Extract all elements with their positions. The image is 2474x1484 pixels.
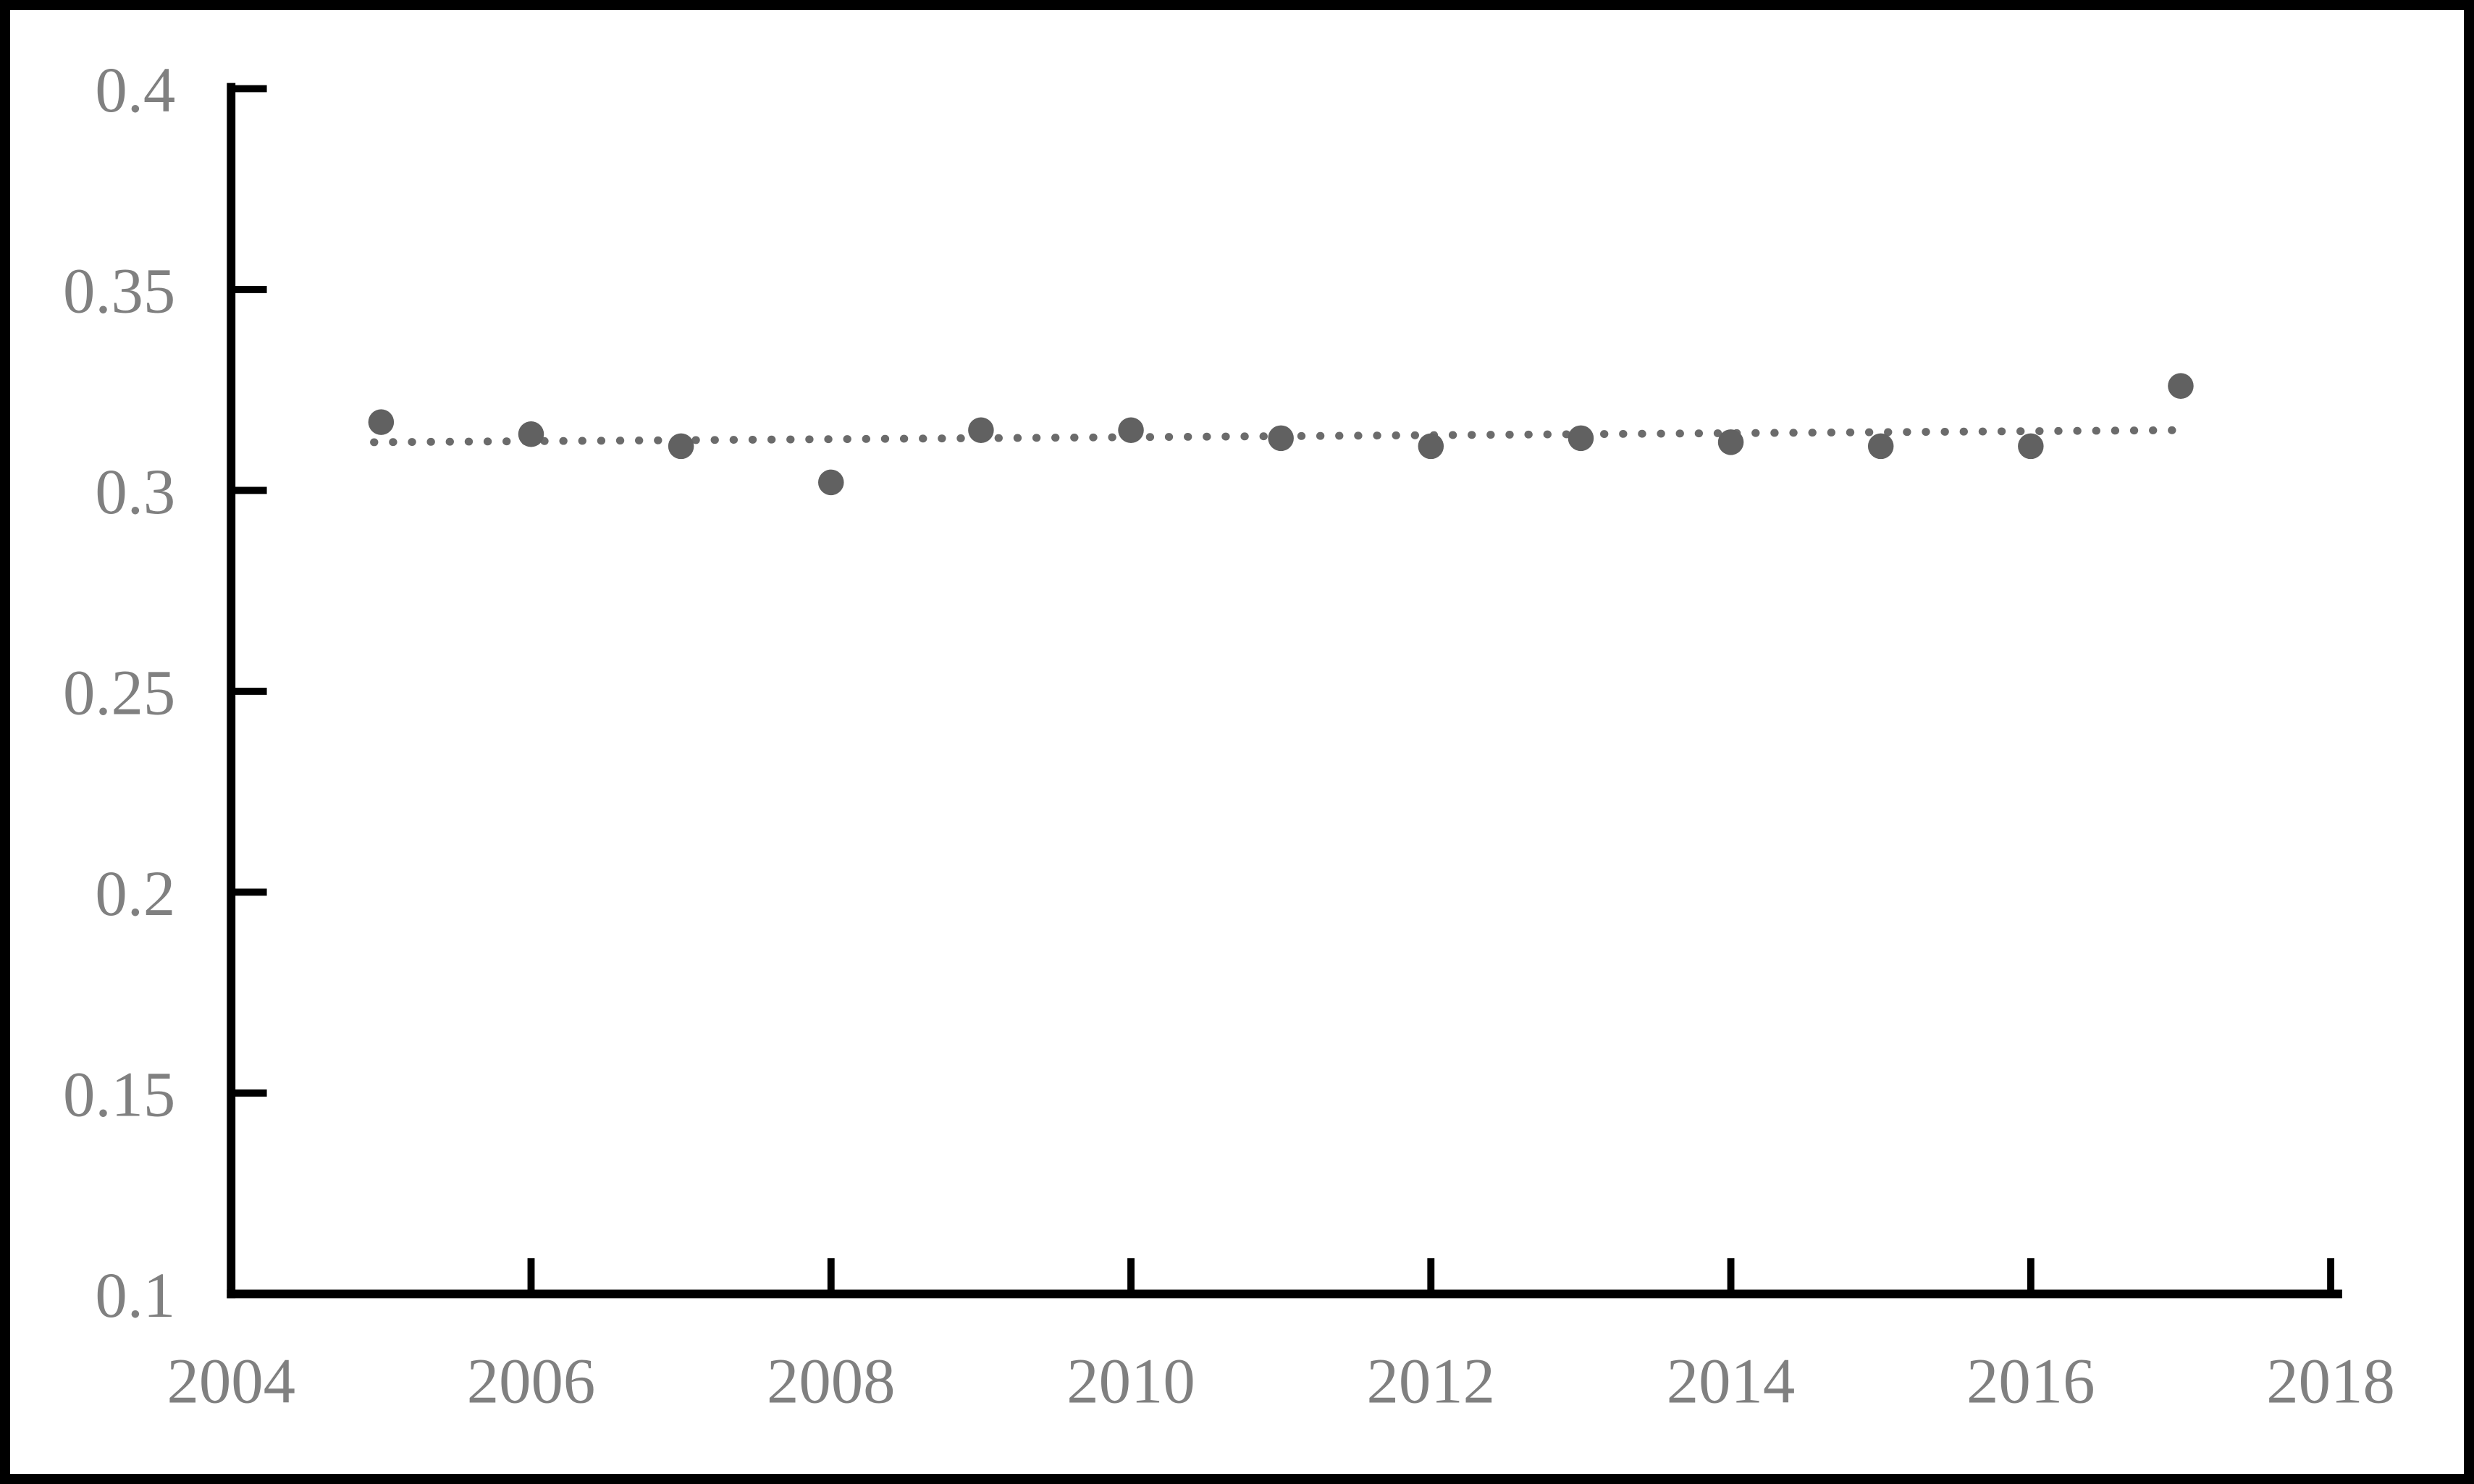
x-tick-label: 2018 — [2266, 1346, 2395, 1417]
x-tick-label: 2014 — [1667, 1346, 1796, 1417]
data-point-2008 — [818, 469, 844, 496]
y-tick-label: 0.3 — [95, 457, 175, 528]
y-tick-label: 0.1 — [95, 1260, 175, 1331]
x-tick-label: 2010 — [1066, 1346, 1195, 1417]
y-tick-label: 0.35 — [63, 256, 175, 327]
data-point-2017 — [2168, 373, 2194, 399]
y-tick-label: 0.25 — [63, 658, 175, 729]
data-point-2007 — [668, 433, 694, 460]
y-tick-label: 0.4 — [95, 55, 175, 126]
x-tick-label: 2016 — [1966, 1346, 2095, 1417]
data-point-2009 — [968, 417, 994, 443]
data-point-2006 — [518, 421, 544, 447]
x-tick-label: 2008 — [767, 1346, 896, 1417]
y-tick-label: 0.15 — [63, 1060, 175, 1131]
scatter-chart: 0.4 0.35 0.3 0.25 0.2 0.15 0.1 2004 2006 2008 2010… — [63, 55, 2395, 1417]
data-point-2010 — [1118, 417, 1144, 443]
data-point-2012 — [1418, 433, 1444, 460]
data-point-2005 — [368, 409, 395, 435]
x-tick-label: 2004 — [167, 1346, 295, 1417]
data-point-2016 — [2018, 433, 2044, 460]
x-tick-label: 2012 — [1367, 1346, 1496, 1417]
y-tick-label: 0.2 — [95, 859, 175, 929]
data-point-2014 — [1717, 429, 1744, 455]
x-tick-label: 2006 — [467, 1346, 596, 1417]
data-point-2013 — [1568, 425, 1594, 452]
data-point-2011 — [1268, 425, 1294, 452]
data-point-2015 — [1867, 433, 1894, 460]
